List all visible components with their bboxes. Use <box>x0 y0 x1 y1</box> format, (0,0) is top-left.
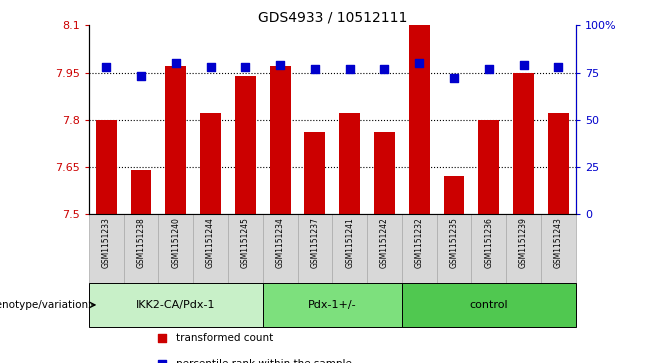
Text: GSM1151244: GSM1151244 <box>206 217 215 269</box>
Point <box>240 64 251 70</box>
Bar <box>263 283 402 327</box>
Text: GSM1151237: GSM1151237 <box>311 217 319 269</box>
Text: percentile rank within the sample: percentile rank within the sample <box>176 359 352 363</box>
Bar <box>541 214 576 283</box>
Point <box>449 76 459 81</box>
Bar <box>374 132 395 214</box>
Text: GSM1151234: GSM1151234 <box>276 217 285 269</box>
Point <box>484 66 494 72</box>
Bar <box>402 214 437 283</box>
Bar <box>130 170 151 214</box>
Bar <box>297 214 332 283</box>
Bar <box>159 214 193 283</box>
Bar <box>409 25 430 214</box>
Bar <box>478 120 499 214</box>
Bar <box>340 114 360 214</box>
Text: GSM1151238: GSM1151238 <box>136 217 145 268</box>
Text: transformed count: transformed count <box>176 334 274 343</box>
Point <box>379 66 390 72</box>
Point <box>310 66 320 72</box>
Text: GSM1151245: GSM1151245 <box>241 217 250 269</box>
Text: GSM1151235: GSM1151235 <box>449 217 459 269</box>
Bar <box>506 214 541 283</box>
Bar <box>124 214 159 283</box>
Bar <box>513 73 534 214</box>
Point <box>414 60 424 66</box>
Bar <box>332 214 367 283</box>
Point <box>136 73 146 79</box>
Bar <box>305 132 325 214</box>
Bar <box>96 120 116 214</box>
Text: GSM1151239: GSM1151239 <box>519 217 528 269</box>
Text: Pdx-1+/-: Pdx-1+/- <box>308 300 357 310</box>
Bar <box>89 283 263 327</box>
Bar <box>200 114 221 214</box>
Text: GSM1151233: GSM1151233 <box>102 217 111 269</box>
Point <box>205 64 216 70</box>
Point <box>170 60 181 66</box>
Text: genotype/variation: genotype/variation <box>0 300 89 310</box>
Bar <box>165 66 186 214</box>
Bar <box>89 214 124 283</box>
Bar <box>367 214 402 283</box>
Bar <box>443 176 465 214</box>
Text: GSM1151236: GSM1151236 <box>484 217 494 269</box>
Text: GSM1151241: GSM1151241 <box>345 217 354 268</box>
Point <box>101 64 111 70</box>
Bar <box>548 114 569 214</box>
Title: GDS4933 / 10512111: GDS4933 / 10512111 <box>257 10 407 24</box>
Bar <box>235 76 256 214</box>
Text: GSM1151243: GSM1151243 <box>554 217 563 269</box>
Text: GSM1151240: GSM1151240 <box>171 217 180 269</box>
Text: IKK2-CA/Pdx-1: IKK2-CA/Pdx-1 <box>136 300 216 310</box>
Point <box>553 64 564 70</box>
Bar <box>270 66 291 214</box>
Text: control: control <box>470 300 508 310</box>
Point <box>344 66 355 72</box>
Text: GSM1151242: GSM1151242 <box>380 217 389 268</box>
Bar <box>437 214 471 283</box>
Bar <box>193 214 228 283</box>
Bar <box>471 214 506 283</box>
Point <box>519 62 529 68</box>
Text: GSM1151232: GSM1151232 <box>415 217 424 268</box>
Bar <box>402 283 576 327</box>
Point <box>157 362 167 363</box>
Point <box>275 62 286 68</box>
Bar <box>263 214 297 283</box>
Point <box>157 335 167 341</box>
Bar <box>228 214 263 283</box>
